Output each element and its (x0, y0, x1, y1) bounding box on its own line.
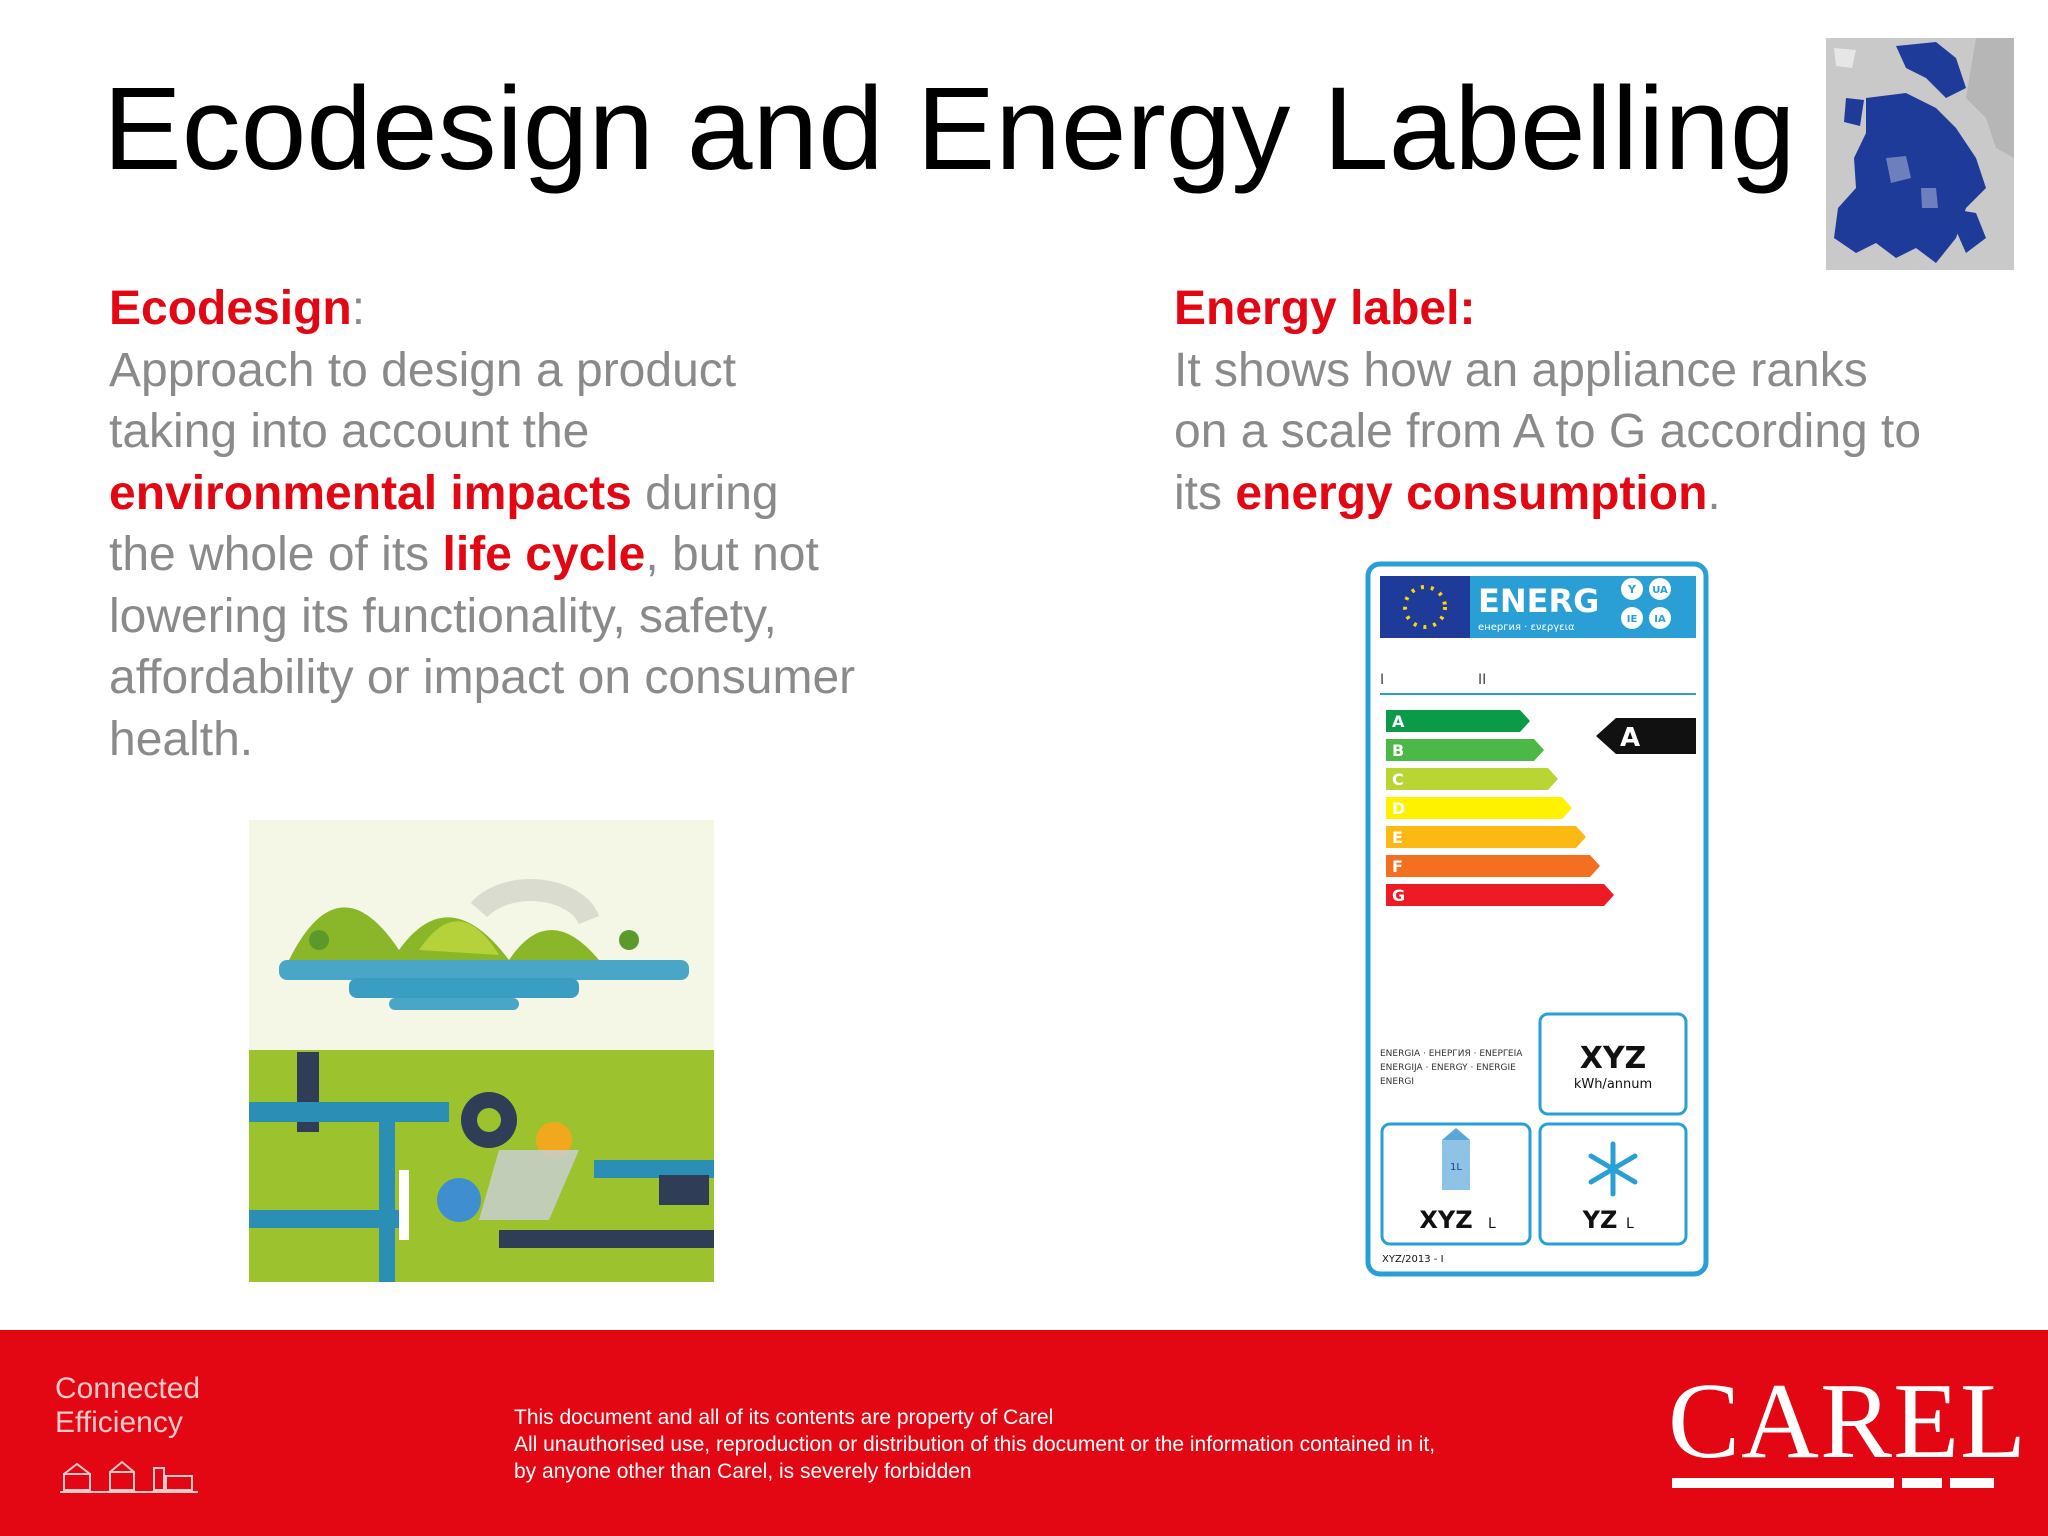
energy-words-1: ENERGIA · ЕНЕРГИЯ · ЕΝΕΡΓΕΙΑ (1380, 1049, 1523, 1059)
footer-bar: Connected Efficiency This document and a… (0, 1330, 2048, 1536)
legal-notice: This document and all of its contents ar… (514, 1404, 1435, 1485)
legal-line-3: by anyone other than Carel, is severely … (514, 1460, 972, 1483)
energy-class-bar-c (1386, 768, 1558, 790)
legal-line-1: This document and all of its contents ar… (514, 1406, 1054, 1429)
energy-class-bar-f (1386, 855, 1600, 877)
ecodesign-heading: Ecodesign (109, 282, 352, 335)
energy-class-label-e: E (1392, 828, 1403, 847)
tagline-line-1: Connected (55, 1372, 201, 1405)
ecodesign-line-2: taking into account the (109, 405, 590, 458)
slide-title: Ecodesign and Energy Labelling (103, 63, 1796, 195)
energy-label-line-1: It shows how an appliance ranks (1174, 343, 1868, 397)
energy-class-label-c: C (1392, 770, 1404, 789)
rating-letter: A (1620, 723, 1640, 753)
supplier-row-i: I (1380, 672, 1384, 688)
ecodesign-line-4-post: , but not (645, 528, 819, 581)
rating-arrow (1596, 718, 1696, 754)
energy-consumption-highlight: energy consumption (1235, 466, 1708, 520)
energy-label-block: Energy label: It shows how an appliance … (1174, 278, 2034, 524)
ecodesign-line-7: health. (109, 712, 254, 766)
freeze-volume-unit: L (1626, 1216, 1634, 1232)
energy-words-3: ENERGI (1380, 1077, 1414, 1087)
snowflake-icon (1588, 1141, 1638, 1197)
fresh-volume-value: XYZ (1419, 1206, 1472, 1234)
ecodesign-heading-colon: : (351, 282, 366, 335)
kwh-unit: kWh/annum (1574, 1077, 1652, 1092)
energy-class-label-d: D (1392, 799, 1405, 818)
freeze-volume-value: YZ (1582, 1206, 1618, 1234)
energy-brand-text: ENERG (1478, 582, 1599, 620)
ecodesign-line-3-rest: during (631, 466, 779, 520)
energy-label-line-3-pre: its (1174, 466, 1236, 520)
energy-label-line-3-post: . (1707, 466, 1721, 520)
carel-logo-bars (1672, 1478, 1994, 1488)
ecodesign-illustration (249, 820, 714, 1282)
fresh-volume-unit: L (1488, 1216, 1496, 1232)
energy-class-bar-d (1386, 797, 1572, 819)
carton-text: 1L (1450, 1162, 1462, 1173)
lang-badge-ie: IE (1627, 614, 1638, 625)
energy-brand-sub: енергия · ενεργεια (1478, 622, 1575, 633)
energy-class-bar-e (1386, 826, 1586, 848)
energy-label-heading: Energy label: (1174, 282, 1476, 335)
regulation-code: XYZ/2013 - I (1382, 1254, 1444, 1265)
energy-class-bar-g (1386, 884, 1614, 906)
ecodesign-line-5: lowering its functionality, safety, (109, 589, 777, 643)
energy-class-label-b: B (1392, 741, 1404, 760)
energy-class-label-g: G (1392, 886, 1405, 905)
kwh-value: XYZ (1580, 1041, 1647, 1076)
energy-class-bar-a (1386, 710, 1530, 732)
carel-logo: CAREL (1668, 1366, 2026, 1494)
carel-logo-text: CAREL (1668, 1362, 2028, 1481)
energy-class-label-a: A (1392, 712, 1405, 731)
ecodesign-line-1: Approach to design a product (109, 343, 737, 397)
tagline: Connected Efficiency (55, 1372, 200, 1440)
ecodesign-block: Ecodesign: Approach to design a product … (109, 278, 939, 770)
legal-line-2: All unauthorised use, reproduction or di… (514, 1433, 1436, 1456)
milk-carton-icon (1442, 1140, 1470, 1190)
environmental-impacts-highlight: environmental impacts (109, 466, 632, 520)
tagline-line-2: Efficiency (55, 1406, 183, 1439)
ecodesign-line-6: affordability or impact on consumer (109, 651, 856, 704)
europe-map-image (1826, 38, 2014, 270)
energy-class-bar-b (1386, 739, 1544, 761)
lang-badge-y: Y (1627, 583, 1637, 596)
energy-label-graphic: ENERG енергия · ενεργεια Y UA IE IA I II… (1365, 561, 1709, 1277)
energy-label-line-2: on a scale from A to G according to (1174, 405, 1922, 458)
life-cycle-highlight: life cycle (442, 528, 646, 581)
lang-badge-ia: IA (1654, 614, 1666, 625)
ecodesign-line-4-pre: the whole of its (109, 528, 443, 581)
supplier-row-ii: II (1478, 672, 1486, 688)
lang-badge-ua: UA (1652, 585, 1668, 596)
buildings-icon (60, 1460, 198, 1493)
energy-words-2: ENERGIJA · ENERGY · ENERGIE (1380, 1063, 1516, 1073)
energy-class-label-f: F (1392, 857, 1403, 876)
